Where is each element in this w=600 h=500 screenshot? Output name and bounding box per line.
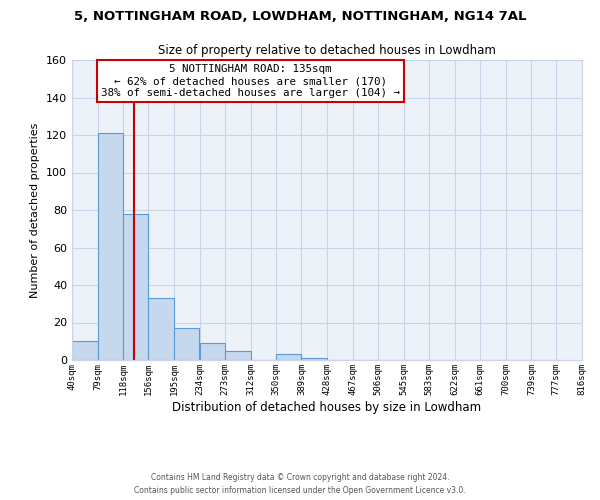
Bar — [301, 358, 327, 360]
Y-axis label: Number of detached properties: Number of detached properties — [31, 122, 40, 298]
Title: Size of property relative to detached houses in Lowdham: Size of property relative to detached ho… — [158, 44, 496, 58]
Text: Contains HM Land Registry data © Crown copyright and database right 2024.
Contai: Contains HM Land Registry data © Crown c… — [134, 474, 466, 495]
Bar — [174, 328, 199, 360]
X-axis label: Distribution of detached houses by size in Lowdham: Distribution of detached houses by size … — [172, 400, 482, 413]
Bar — [225, 350, 251, 360]
Text: 5 NOTTINGHAM ROAD: 135sqm
← 62% of detached houses are smaller (170)
38% of semi: 5 NOTTINGHAM ROAD: 135sqm ← 62% of detac… — [101, 64, 400, 98]
Bar — [148, 298, 174, 360]
Bar — [276, 354, 301, 360]
Bar — [123, 214, 148, 360]
Bar — [72, 341, 98, 360]
Bar — [199, 343, 225, 360]
Bar — [98, 133, 123, 360]
Text: 5, NOTTINGHAM ROAD, LOWDHAM, NOTTINGHAM, NG14 7AL: 5, NOTTINGHAM ROAD, LOWDHAM, NOTTINGHAM,… — [74, 10, 526, 23]
